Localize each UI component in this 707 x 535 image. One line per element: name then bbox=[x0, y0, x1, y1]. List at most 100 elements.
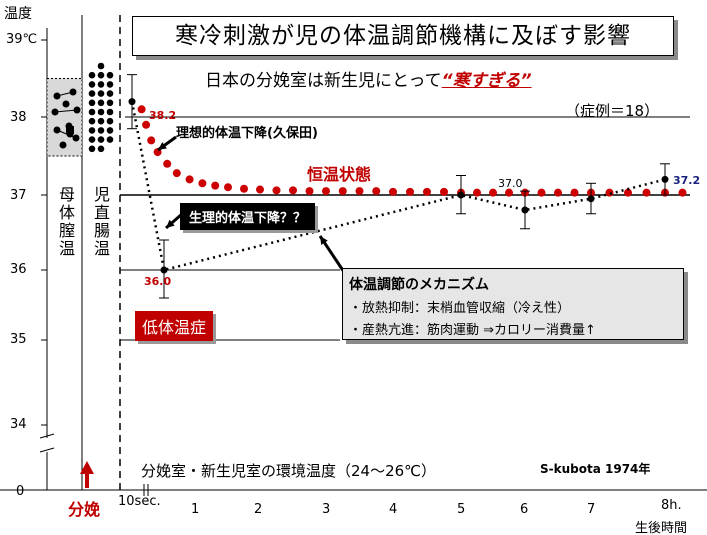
ideal-series-point bbox=[554, 188, 562, 197]
mechanism-box: 体温調節のメカニズム ・放熱抑制：末梢血管収縮（冷え性） ・産熱亢進：筋肉運動 … bbox=[342, 268, 684, 340]
x-tick-5: 5 bbox=[457, 502, 466, 517]
ideal-series-point bbox=[423, 187, 431, 196]
birth-label: 分娩 bbox=[68, 500, 101, 519]
rectal-data-point bbox=[106, 127, 114, 134]
ideal-series-point bbox=[305, 187, 314, 196]
ideal-series-point bbox=[406, 187, 414, 196]
ideal-series-point bbox=[256, 185, 264, 194]
x-tick-6: 6 bbox=[520, 502, 529, 517]
ideal-series-point bbox=[605, 188, 614, 197]
ideal-series-point bbox=[678, 188, 687, 197]
physiological-drop-arrow-head bbox=[166, 219, 175, 228]
case-count: （症例＝18） bbox=[565, 102, 660, 120]
ideal-series-point bbox=[624, 188, 632, 197]
value-label-start: 38.2 bbox=[149, 109, 177, 122]
ideal-series-point bbox=[389, 187, 397, 196]
x-tick-10sec: 10sec. bbox=[118, 494, 161, 509]
ideal-series-point bbox=[185, 175, 194, 184]
rectal-data-point bbox=[88, 145, 96, 153]
rectal-data-point bbox=[97, 127, 105, 134]
rectal-data-point bbox=[106, 117, 114, 125]
ideal-series-point bbox=[489, 188, 497, 197]
mechanism-line-1: ・放熱抑制：末梢血管収縮（冷え性） bbox=[349, 301, 571, 316]
observed-series-line bbox=[130, 101, 666, 272]
hypothermia-badge: 低体温症 bbox=[135, 311, 214, 341]
rectal-data-point bbox=[88, 108, 96, 116]
physiological-drop-label: 生理的体温下降？？ bbox=[180, 203, 316, 230]
ideal-series-point bbox=[224, 183, 232, 192]
ideal-series-point bbox=[473, 188, 481, 197]
ideal-series-point bbox=[272, 186, 281, 195]
maternal-pair-line bbox=[54, 109, 78, 113]
rectal-data-point bbox=[88, 90, 96, 97]
page-title: 寒冷刺激が児の体温調節機構に及ぼす影響 bbox=[132, 16, 674, 56]
rectal-data-point bbox=[88, 117, 96, 125]
rectal-data-point bbox=[88, 99, 96, 107]
ideal-series-point bbox=[537, 188, 546, 197]
ideal-series-point bbox=[211, 181, 220, 190]
ideal-drop-label: 理想的体温下降(久保田) bbox=[176, 126, 318, 141]
ideal-series-point bbox=[147, 136, 156, 145]
ideal-series-point bbox=[240, 184, 248, 193]
x-tick-3: 3 bbox=[322, 502, 331, 517]
observed-series-point bbox=[457, 191, 465, 199]
rectal-data-point bbox=[106, 90, 114, 97]
maternal-label: 母体膣温 bbox=[58, 185, 75, 258]
rectal-data-point bbox=[106, 99, 114, 107]
rectal-data-point bbox=[97, 117, 105, 125]
ideal-series-point bbox=[198, 179, 207, 188]
subtitle-emphasis: “寒すぎる” bbox=[441, 71, 532, 91]
maternal-square-marker bbox=[66, 126, 74, 134]
x-tick-8h: 8h. bbox=[661, 498, 682, 513]
steady-state-label: 恒温状態 bbox=[307, 165, 372, 184]
ideal-series-point bbox=[322, 187, 330, 196]
y-tick-34: 34 bbox=[10, 417, 27, 432]
rectal-data-point bbox=[106, 71, 114, 79]
rectal-data-point bbox=[97, 71, 105, 79]
subtitle-prefix: 日本の分娩室は新生児にとって bbox=[205, 71, 442, 91]
rectal-data-point bbox=[97, 136, 105, 143]
y-tick-0: 0 bbox=[16, 484, 25, 499]
mechanism-heading: 体温調節のメカニズム bbox=[349, 277, 489, 293]
ideal-series-point bbox=[163, 159, 172, 168]
observed-series-point bbox=[160, 266, 168, 274]
ideal-series-point bbox=[172, 169, 181, 178]
rectal-data-point bbox=[97, 108, 105, 116]
y-tick-38: 38 bbox=[10, 110, 27, 125]
observed-series-point bbox=[128, 98, 136, 106]
rectal-data-point bbox=[97, 145, 105, 153]
ideal-series-point bbox=[372, 187, 381, 196]
y-tick-36: 36 bbox=[10, 262, 27, 277]
axis-break-mark bbox=[39, 447, 55, 453]
rectal-data-point bbox=[106, 81, 114, 88]
mechanism-arrow-head bbox=[320, 236, 328, 245]
ideal-series-point bbox=[289, 186, 297, 195]
x-tick-2: 2 bbox=[254, 502, 263, 517]
rectal-label: 児直腸温 bbox=[93, 185, 110, 258]
observed-series-point bbox=[661, 175, 669, 183]
ideal-series-point bbox=[355, 187, 364, 196]
rectal-data-point bbox=[97, 90, 105, 97]
observed-series-point bbox=[587, 195, 595, 203]
rectal-data-point bbox=[97, 81, 105, 88]
value-label-low: 36.0 bbox=[144, 275, 172, 288]
environment-note: 分娩室・新生児室の環境温度（24〜26℃） bbox=[141, 462, 437, 480]
rectal-data-point bbox=[88, 71, 96, 79]
rectal-data-point bbox=[88, 127, 96, 134]
ideal-series-point bbox=[570, 188, 579, 197]
ideal-series-point bbox=[642, 188, 651, 197]
ideal-series-point bbox=[137, 105, 146, 114]
ideal-series-point bbox=[505, 188, 513, 197]
ideal-series-point bbox=[440, 187, 448, 196]
birth-arrow-head bbox=[80, 461, 94, 474]
subtitle: 日本の分娩室は新生児にとって“寒すぎる” bbox=[205, 66, 532, 91]
rectal-data-point bbox=[88, 136, 96, 143]
mechanism-line-2: ・産熱亢進：筋肉運動 ⇒カロリー消費量↑ bbox=[349, 323, 596, 338]
maternal-pair-line bbox=[56, 91, 74, 97]
rectal-data-point bbox=[106, 108, 114, 116]
y-axis-title: 温度 bbox=[4, 6, 32, 22]
value-label-37-0: 37.0 bbox=[498, 177, 523, 190]
credit: S-kubota 1974年 bbox=[540, 462, 651, 476]
